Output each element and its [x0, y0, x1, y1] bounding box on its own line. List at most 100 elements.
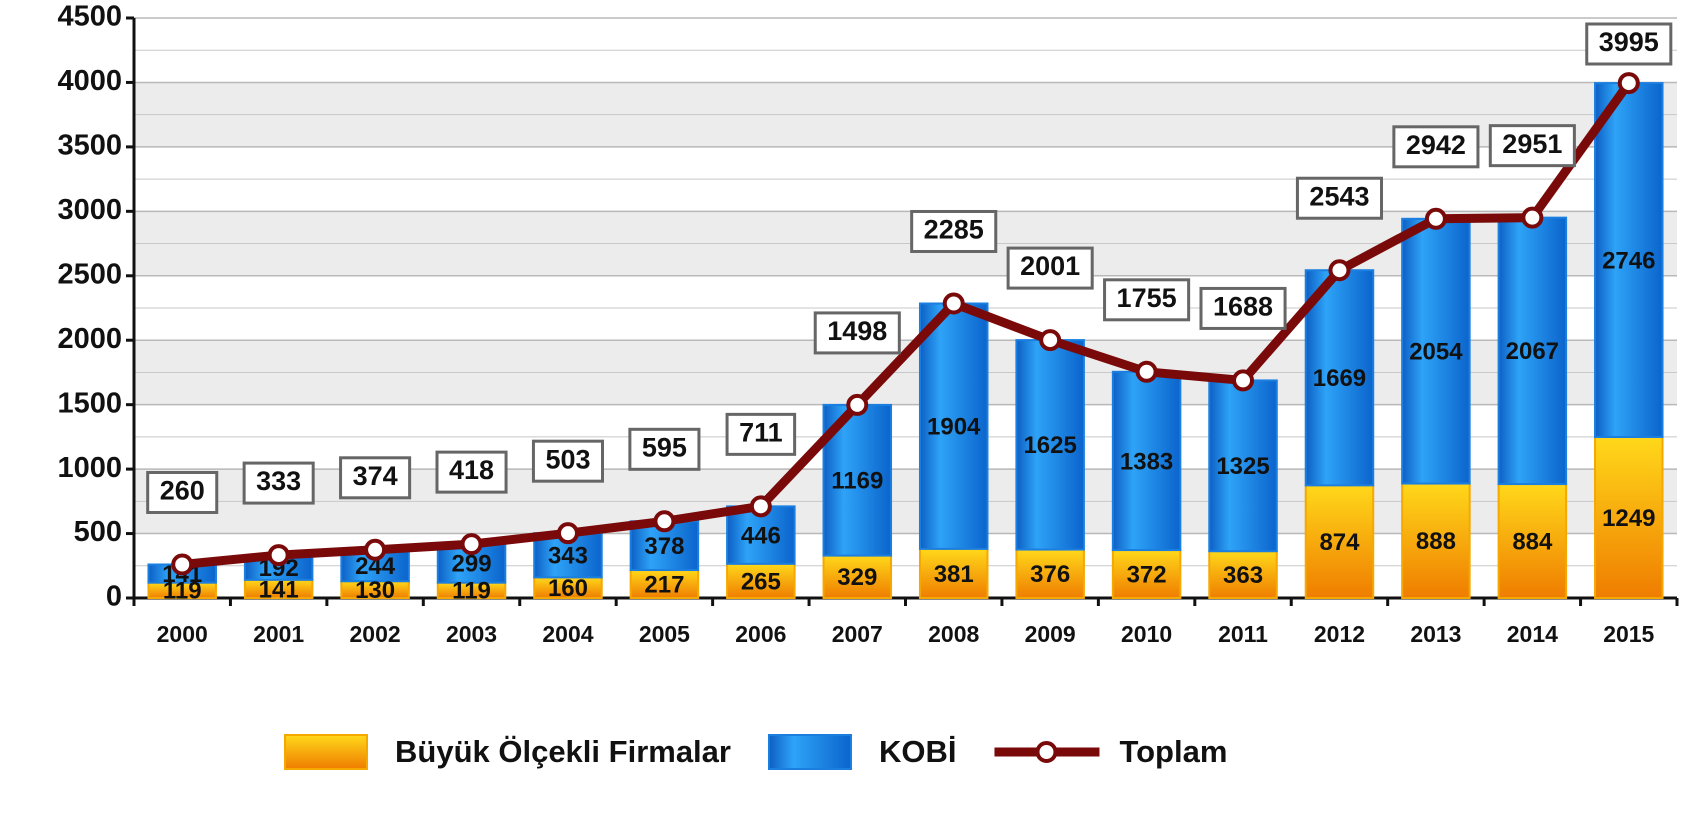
line-marker: [460, 533, 483, 556]
y-tick-label: 0: [106, 581, 122, 613]
value-label: 1325: [1216, 453, 1269, 480]
value-label: 119: [163, 578, 202, 605]
value-label-box: [1585, 22, 1673, 66]
x-tick-label: 2009: [1025, 621, 1076, 647]
value-label-box: [725, 412, 797, 456]
value-label: 376: [1030, 561, 1070, 588]
bar-segment: [1304, 269, 1375, 487]
value-label: 374: [353, 461, 398, 491]
legend-label: Büyük Ölçekli Firmalar: [395, 734, 731, 769]
value-label: 1688: [1213, 292, 1273, 322]
legend-marker: [1035, 741, 1058, 763]
value-label: 141: [259, 576, 299, 603]
value-label: 446: [741, 522, 781, 549]
value-label-box: [1295, 176, 1384, 220]
legend-swatch: [284, 734, 368, 770]
value-label: 1904: [927, 414, 981, 441]
bar-segment: [1401, 217, 1471, 485]
value-label: 1498: [827, 316, 887, 346]
y-tick-label: 4000: [57, 65, 122, 97]
value-label-box: [1488, 124, 1576, 168]
legend-label: KOBİ: [879, 734, 957, 769]
bar-segment: [436, 543, 507, 584]
line-marker: [364, 538, 387, 561]
value-label: 381: [934, 561, 974, 588]
value-label: 333: [256, 466, 301, 496]
value-label-box: [1392, 125, 1480, 169]
legend-label: Toplam: [1119, 734, 1227, 769]
bar-segment: [629, 569, 700, 600]
value-label: 2001: [1020, 251, 1080, 281]
value-label: 265: [741, 568, 781, 595]
line-marker: [942, 292, 965, 315]
x-tick-label: 2002: [350, 621, 401, 647]
value-label: 503: [545, 444, 590, 474]
y-tick-label: 3000: [57, 194, 122, 226]
value-label: 595: [642, 432, 687, 462]
value-label: 3995: [1599, 27, 1659, 57]
line-marker: [1232, 369, 1255, 392]
value-label: 711: [739, 417, 783, 447]
value-label: 2746: [1602, 247, 1655, 274]
y-tick-label: 1000: [57, 452, 122, 484]
bar-segment: [726, 562, 796, 599]
line-marker: [653, 510, 676, 533]
line-marker: [1328, 259, 1351, 282]
value-label: 2054: [1409, 339, 1463, 366]
value-label: 1669: [1313, 365, 1366, 392]
value-label: 260: [160, 476, 205, 506]
value-label: 884: [1512, 528, 1553, 555]
line-marker: [749, 495, 772, 518]
value-label: 363: [1223, 562, 1263, 589]
value-label: 874: [1319, 529, 1360, 556]
value-label-box: [1199, 286, 1287, 330]
value-label: 2951: [1502, 129, 1562, 159]
value-label: 418: [449, 455, 494, 485]
x-tick-label: 2012: [1314, 621, 1365, 647]
value-label: 2942: [1406, 130, 1466, 160]
value-label: 119: [452, 578, 491, 605]
x-tick-label: 2011: [1218, 621, 1268, 647]
value-label: 160: [548, 575, 588, 602]
bar-segment: [1497, 483, 1568, 599]
value-label-box: [1103, 278, 1191, 322]
y-tick-label: 4500: [57, 1, 122, 33]
x-tick-label: 2004: [542, 621, 593, 647]
x-tick-label: 2007: [832, 621, 883, 647]
bar-segment: [1594, 436, 1664, 600]
y-tick-label: 2500: [57, 258, 122, 290]
value-label: 299: [452, 551, 492, 578]
value-label-box: [146, 470, 219, 514]
value-label: 130: [355, 577, 395, 604]
value-label: 329: [837, 564, 877, 591]
value-label-box: [242, 461, 315, 505]
value-label: 217: [644, 571, 684, 598]
value-label: 343: [548, 543, 588, 570]
line-marker: [267, 544, 290, 567]
value-label: 378: [644, 533, 684, 560]
y-tick-label: 500: [74, 516, 122, 548]
x-tick-label: 2006: [735, 621, 786, 647]
x-tick-label: 2013: [1410, 621, 1461, 647]
value-label: 2067: [1506, 338, 1559, 365]
value-label-box: [339, 456, 412, 500]
line-marker: [1039, 329, 1062, 352]
value-label-box: [628, 427, 701, 471]
x-tick-label: 2003: [446, 621, 497, 647]
value-label-box: [531, 439, 604, 483]
x-tick-label: 2005: [639, 621, 690, 647]
bar-segment: [1208, 550, 1278, 599]
y-tick-label: 2000: [57, 323, 122, 355]
x-tick-label: 2001: [253, 621, 304, 647]
value-label-box: [435, 450, 508, 494]
x-tick-label: 2010: [1121, 621, 1172, 647]
line-marker: [556, 522, 579, 545]
value-label: 1169: [831, 468, 883, 495]
x-tick-label: 2000: [157, 621, 208, 647]
value-label: 2543: [1309, 181, 1369, 211]
y-tick-label: 3500: [57, 130, 122, 162]
line-marker: [1617, 72, 1640, 95]
line: [181, 80, 1633, 569]
bar-segment: [1015, 339, 1085, 551]
